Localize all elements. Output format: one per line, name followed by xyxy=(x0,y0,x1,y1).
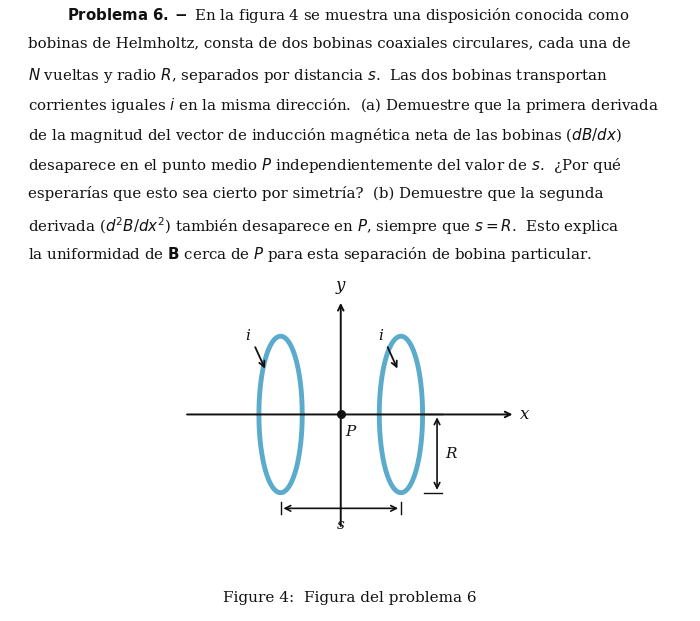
Text: derivada ($d^{2}B/dx^{2}$) también desaparece en $P$, siempre que $s = R$.  Esto: derivada ($d^{2}B/dx^{2}$) también desap… xyxy=(28,215,620,237)
Text: $N$ vueltas y radio $R$, separados por distancia $s$.  Las dos bobinas transport: $N$ vueltas y radio $R$, separados por d… xyxy=(28,66,608,85)
Text: Figure 4:  Figura del problema 6: Figure 4: Figura del problema 6 xyxy=(223,591,477,605)
Text: desaparece en el punto medio $P$ independientemente del valor de $s$.  ¿Por qué: desaparece en el punto medio $P$ indepen… xyxy=(28,156,622,175)
Text: $\mathbf{Problema\ 6.-}$ En la figura 4 se muestra una disposición conocida como: $\mathbf{Problema\ 6.-}$ En la figura 4 … xyxy=(66,6,629,25)
Text: y: y xyxy=(336,277,345,294)
Text: de la magnitud del vector de inducción magnética neta de las bobinas ($dB/dx$): de la magnitud del vector de inducción m… xyxy=(28,126,622,145)
Text: P: P xyxy=(346,425,356,439)
Text: bobinas de Helmholtz, consta de dos bobinas coaxiales circulares, cada una de: bobinas de Helmholtz, consta de dos bobi… xyxy=(28,36,631,50)
Text: i: i xyxy=(246,329,251,343)
Text: x: x xyxy=(520,406,529,423)
Text: corrientes iguales $i$ en la misma dirección.  (a) Demuestre que la primera deri: corrientes iguales $i$ en la misma direc… xyxy=(28,96,659,115)
Text: esperarías que esto sea cierto por simetría?  (b) Demuestre que la segunda: esperarías que esto sea cierto por simet… xyxy=(28,186,603,201)
Text: s: s xyxy=(337,518,344,532)
Text: la uniformidad de $\mathbf{B}$ cerca de $P$ para esta separación de bobina parti: la uniformidad de $\mathbf{B}$ cerca de … xyxy=(28,245,592,265)
Text: i: i xyxy=(378,329,383,343)
Text: R: R xyxy=(445,446,457,461)
